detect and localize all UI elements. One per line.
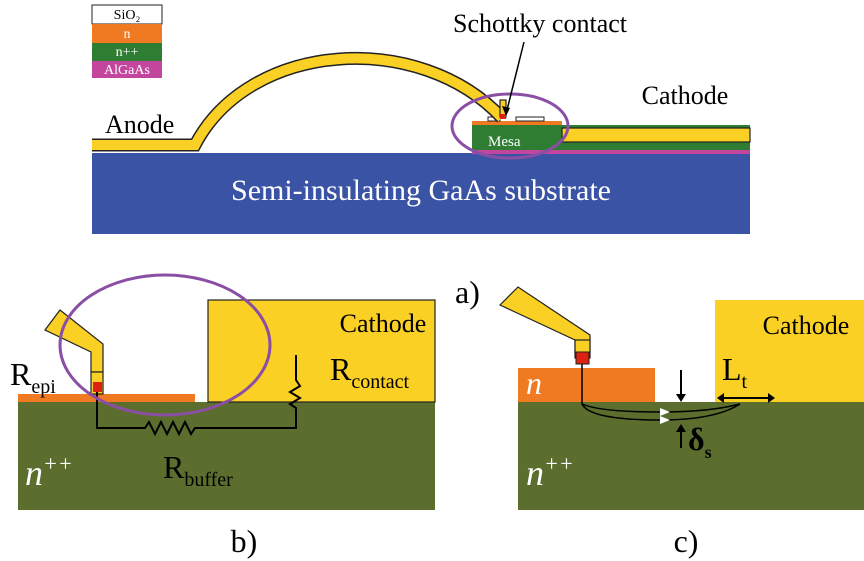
npp-region [18,402,435,510]
highlight [58,273,272,417]
panel-a: Semi-insulating GaAs substrate SiO₂ n n+… [91,4,751,310]
schottky [500,114,506,119]
label: Cathode [340,309,427,338]
substrate [92,153,750,234]
cathode [715,300,864,402]
label: n [526,365,542,401]
anode [44,309,104,373]
legend-n [92,24,162,43]
legend-npp [92,43,162,61]
label: Rcontact [330,351,410,393]
legend-text: AlGaAs [104,63,150,78]
highlight [450,92,570,160]
label: n++ [25,451,73,493]
label: Anode [105,110,174,139]
arrow [505,41,525,115]
label: Cathode [642,81,729,110]
substrate-label: Semi-insulating GaAs substrate [231,174,611,207]
cathode-pad [561,127,751,143]
legend-text: n++ [116,45,139,60]
arrow-head [502,106,510,116]
panel-c: Cathode n Lt δs n++ c) [498,286,864,559]
n-layer [472,121,562,125]
air-bridge [92,53,506,150]
label: Rbuffer [163,449,233,491]
schottky [575,351,590,365]
npp-region [518,402,864,510]
arrow-head [676,394,686,402]
label: Repi [10,356,56,398]
panel-b: Cathode Repi Rcontact Rbuffer n++ b) [10,273,436,559]
legend-algaas [92,61,162,78]
legend-text: SiO₂ [114,8,141,23]
cathode [207,299,436,403]
arrow-heads [660,408,670,424]
circuit [96,355,302,437]
label: δs [688,421,712,462]
label: Cathode [763,311,850,340]
schottky [93,382,102,392]
n-layer [518,368,655,402]
panel-label: a) [455,274,480,310]
legend-text: n [124,27,131,42]
algaas-layer [472,150,750,154]
label: Lt [722,351,748,393]
arrow-head [676,424,686,432]
panel-label: b) [231,523,258,559]
label: Mesa [488,134,521,150]
label: n++ [526,451,574,493]
panel-label: c) [674,523,699,559]
sio2 [515,116,545,122]
n-layer [18,394,195,402]
arrow-head [717,393,775,403]
label: Schottky contact [453,9,628,38]
